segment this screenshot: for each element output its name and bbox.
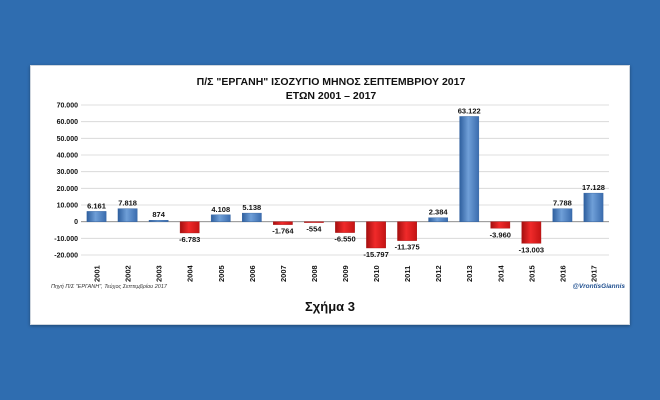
value-label-2013: 63.122	[458, 106, 481, 115]
x-tick-label-2008: 2008	[310, 265, 319, 282]
bar-2015	[521, 221, 542, 244]
bar-2017	[583, 192, 604, 222]
bar-2013	[459, 116, 480, 222]
value-label-2004: -6.783	[179, 235, 200, 244]
y-tick-label: 0	[74, 219, 78, 226]
x-tick-label-2002: 2002	[124, 265, 133, 282]
y-tick-label: 10.000	[57, 203, 79, 210]
chart-card: Π/Σ "ΕΡΓΑΝΗ" ΙΣΟΖΥΓΙΟ ΜΗΝΟΣ ΣΕΠΤΕΜΒΡΙΟΥ …	[30, 65, 630, 325]
x-tick-label-2003: 2003	[155, 265, 164, 282]
value-label-2014: -3.960	[490, 230, 511, 239]
value-label-2005: 4.108	[211, 205, 230, 214]
bar-chart: Π/Σ "ΕΡΓΑΝΗ" ΙΣΟΖΥΓΙΟ ΜΗΝΟΣ ΣΕΠΤΕΜΒΡΙΟΥ …	[51, 76, 626, 290]
y-tick-label: 50.000	[57, 136, 79, 143]
x-tick-label-2011: 2011	[403, 266, 412, 282]
x-tick-label-2005: 2005	[217, 265, 226, 282]
chart-title: Π/Σ "ΕΡΓΑΝΗ" ΙΣΟΖΥΓΙΟ ΜΗΝΟΣ ΣΕΠΤΕΜΒΡΙΟΥ …	[197, 76, 466, 88]
y-tick-label: 20.000	[57, 186, 79, 193]
bar-2012	[428, 217, 449, 222]
bar-2002	[117, 208, 138, 222]
y-tick-label: 70.000	[57, 103, 79, 110]
value-label-2006: 5.138	[242, 203, 261, 212]
x-axis: 2001 2002 2003 2004 2005 2006 2007 2008 2009 2010…	[93, 264, 599, 282]
x-tick-label-2012: 2012	[434, 265, 443, 282]
chart-subtitle: ΕΤΩΝ 2001 – 2017	[286, 90, 377, 102]
value-label-2002: 7.818	[118, 199, 137, 208]
y-tick-label: 30.000	[57, 169, 79, 176]
value-label-2007: -1.764	[272, 227, 294, 236]
x-tick-label-2004: 2004	[186, 264, 195, 282]
bar-2016	[552, 208, 573, 222]
figure-caption: Σχήμα 3	[304, 299, 355, 314]
bar-2009	[335, 221, 355, 233]
value-label-2017: 17.128	[582, 183, 605, 192]
bar-2004	[179, 221, 200, 234]
source-note: Πηγή Π/Σ "ΕΡΓΑΝΗ", Τεύχος Σεπτεμβρίου 20…	[51, 283, 168, 290]
value-label-2016: 7.788	[553, 199, 572, 208]
x-tick-label-2010: 2010	[372, 265, 381, 282]
bar-2011	[397, 221, 417, 241]
bar-2014	[490, 221, 511, 229]
x-tick-label-2017: 2017	[589, 265, 598, 282]
bar-2010	[366, 221, 386, 249]
value-label-2008: -554	[306, 225, 322, 234]
x-tick-label-2015: 2015	[527, 265, 536, 282]
x-tick-label-2009: 2009	[341, 265, 350, 282]
bar-2005	[210, 214, 231, 222]
watermark: @VrontisGiannis	[573, 283, 626, 290]
y-tick-label: -20.000	[54, 253, 78, 260]
bar-2003	[148, 220, 169, 222]
y-tick-label: -10.000	[54, 236, 78, 243]
y-tick-label: 40.000	[57, 153, 79, 160]
x-tick-label-2007: 2007	[279, 265, 288, 282]
bars	[86, 116, 604, 249]
value-label-2012: 2.384	[429, 208, 449, 217]
y-tick-label: 60.000	[57, 119, 79, 126]
value-label-2011: -11.375	[395, 243, 420, 252]
bar-2008	[304, 221, 324, 223]
value-label-2009: -6.550	[334, 235, 355, 244]
value-labels: 6.161 7.818 874 -6.783 4.108 5.138 -1.764 -554 -…	[87, 106, 605, 259]
x-tick-label-2006: 2006	[248, 265, 257, 282]
bar-2006	[241, 212, 262, 222]
value-label-2010: -15.797	[363, 250, 388, 259]
value-label-2003: 874	[152, 210, 165, 219]
x-tick-label-2016: 2016	[558, 265, 567, 282]
x-tick-label-2001: 2001	[93, 265, 102, 282]
bar-2007	[273, 221, 293, 225]
value-label-2015: -13.003	[519, 245, 544, 254]
x-tick-label-2014: 2014	[496, 264, 505, 282]
value-label-2001: 6.161	[87, 201, 106, 210]
x-tick-label-2013: 2013	[465, 265, 474, 282]
bar-2001	[86, 211, 107, 222]
